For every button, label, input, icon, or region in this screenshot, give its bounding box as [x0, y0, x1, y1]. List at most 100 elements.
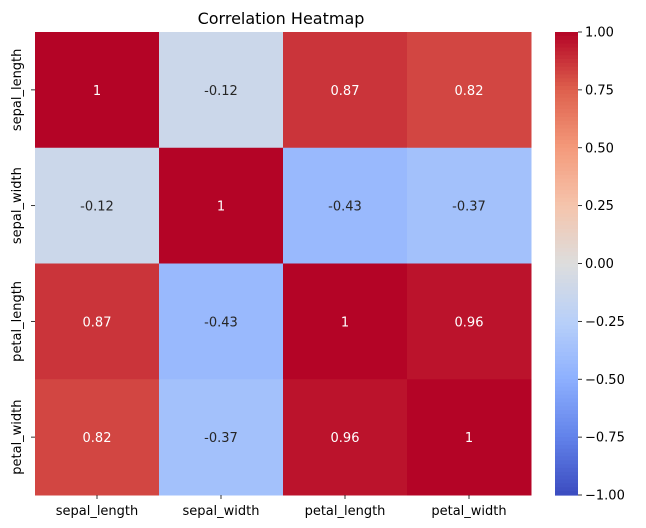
heatmap-cell-sepal_length-petal_width	[407, 32, 532, 149]
colorbar-segment	[555, 433, 578, 438]
colorbar-segment	[555, 278, 578, 284]
colorbar-segment	[555, 197, 578, 203]
cell-value-label: 1	[465, 431, 473, 446]
colorbar-segment	[555, 47, 578, 52]
colorbar-segment	[555, 471, 578, 477]
colorbar-segment	[555, 356, 578, 361]
cell-value-label: 1	[341, 315, 349, 330]
colorbar-segment	[555, 290, 578, 295]
colorbar-segment	[555, 190, 578, 195]
chart-title: Correlation Heatmap	[198, 9, 365, 28]
colorbar-segment	[555, 62, 578, 68]
colorbar-segment	[555, 464, 578, 469]
colorbar-segment	[555, 371, 578, 376]
y-tick-label: petal_length	[10, 281, 25, 362]
colorbar-segment	[555, 390, 578, 396]
colorbar-segment	[555, 344, 578, 349]
colorbar-segment	[555, 128, 578, 133]
heatmap-cell-petal_width-sepal_length	[35, 379, 160, 496]
heatmap-cell-petal_width-sepal_width	[159, 379, 284, 496]
y-axis-ticks: sepal_length sepal_width petal_lengthpetal…	[10, 49, 35, 475]
colorbar-segment	[555, 178, 578, 184]
colorbar-segment	[555, 383, 578, 388]
colorbar-tick-label: 0.25	[585, 199, 614, 214]
heatmap-cell-sepal_width-petal_width	[407, 147, 532, 264]
colorbar-segment	[555, 201, 578, 207]
colorbar-segment	[555, 363, 578, 369]
colorbar-segment	[555, 70, 578, 76]
colorbar-segment	[555, 359, 578, 365]
colorbar-segment	[555, 325, 578, 330]
colorbar-tick-label: −0.75	[585, 431, 625, 446]
colorbar-segment	[555, 51, 578, 56]
colorbar-segment	[555, 205, 578, 211]
colorbar-segment	[555, 410, 578, 415]
cell-value-label: -0.37	[452, 200, 486, 215]
colorbar-segment	[555, 298, 578, 303]
colorbar-segment	[555, 255, 578, 261]
cell-value-label: 0.96	[331, 431, 360, 446]
colorbar-segment	[555, 59, 578, 64]
colorbar-segment	[555, 386, 578, 392]
heatmap-cell-sepal_length-sepal_length	[35, 32, 160, 149]
colorbar-segment	[555, 35, 578, 41]
colorbar-tick-label: −0.50	[585, 373, 625, 388]
colorbar-segment	[555, 267, 578, 272]
colorbar-segment	[555, 456, 578, 461]
colorbar-segment	[555, 97, 578, 103]
heatmap-cell-petal_length-petal_width	[407, 263, 532, 380]
colorbar-segment	[555, 248, 578, 253]
colorbar-segment	[555, 224, 578, 230]
cell-value-label: -0.12	[204, 84, 238, 99]
colorbar-segment	[555, 147, 578, 153]
colorbar-tick-label: −1.00	[585, 489, 625, 504]
colorbar-segment	[555, 236, 578, 241]
heatmap-cell-petal_length-petal_length	[283, 263, 408, 380]
heatmap-cell-sepal_width-sepal_width	[159, 147, 284, 264]
colorbar-segment	[555, 32, 578, 37]
x-tick-label: petal_length	[305, 504, 386, 519]
x-tick-label: sepal_width	[183, 504, 260, 519]
colorbar-segment	[555, 286, 578, 292]
colorbar-segment	[555, 348, 578, 353]
colorbar-segment	[555, 217, 578, 222]
colorbar-segment	[555, 228, 578, 234]
colorbar: 1.00 0.75 0.50 0.25 0.00 −0.25 −0.50 −0.75 −1.00	[555, 26, 625, 504]
x-tick-label: petal_width	[431, 504, 506, 519]
cell-value-label: 0.87	[83, 315, 112, 330]
colorbar-segment	[555, 155, 578, 160]
colorbar-segment	[555, 82, 578, 87]
x-tick-label: sepal_length	[56, 504, 139, 519]
colorbar-segment	[555, 240, 578, 245]
colorbar-segment	[555, 213, 578, 218]
colorbar-segment	[555, 375, 578, 380]
colorbar-segment	[555, 209, 578, 214]
y-tick-label: sepal_length	[10, 49, 25, 132]
colorbar-segment	[555, 402, 578, 407]
colorbar-segment	[555, 159, 578, 164]
colorbar-segment	[555, 140, 578, 145]
colorbar-segment	[555, 116, 578, 122]
colorbar-segment	[555, 425, 578, 431]
colorbar-segment	[555, 398, 578, 403]
colorbar-segment	[555, 109, 578, 114]
colorbar-segment	[555, 244, 578, 249]
colorbar-segment	[555, 143, 578, 149]
colorbar-segment	[555, 282, 578, 288]
colorbar-segment	[555, 163, 578, 168]
heatmap-cell-sepal_width-petal_length	[283, 147, 408, 264]
colorbar-tick-label: 0.75	[585, 83, 614, 98]
colorbar-segment	[555, 271, 578, 276]
colorbar-segment	[555, 151, 578, 157]
colorbar-segment	[555, 86, 578, 91]
colorbar-segment	[555, 406, 578, 411]
colorbar-segment	[555, 460, 578, 465]
colorbar-segment	[555, 448, 578, 454]
colorbar-segment	[555, 479, 578, 485]
x-axis-ticks: sepal_length sepal_width petal_length petal…	[56, 495, 507, 519]
cell-value-label: 0.96	[455, 315, 484, 330]
heatmap-cell-petal_width-petal_width	[407, 379, 532, 496]
colorbar-segment	[555, 74, 578, 79]
colorbar-segment	[555, 452, 578, 458]
